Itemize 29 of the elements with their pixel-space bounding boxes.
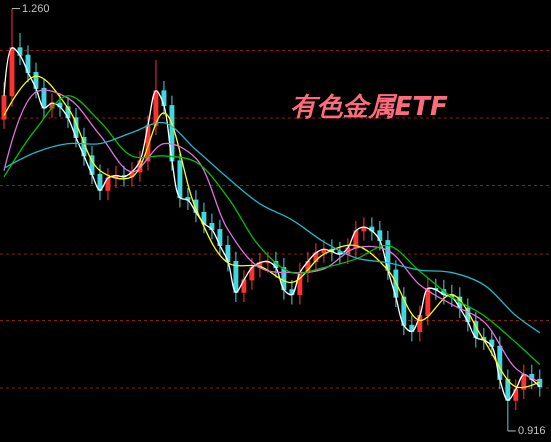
candlestick xyxy=(217,219,222,256)
candlestick xyxy=(26,44,30,83)
candlestick xyxy=(433,278,438,300)
candlestick xyxy=(2,82,6,130)
candlestick xyxy=(409,315,414,342)
candlestick xyxy=(58,92,62,118)
text: 有色金属ETF xyxy=(290,92,448,122)
candlestick xyxy=(377,220,382,251)
candlestick xyxy=(265,251,270,274)
annotation: 1.260 xyxy=(22,3,50,15)
candlestick xyxy=(225,235,230,272)
candlestick xyxy=(233,251,238,303)
candlestick xyxy=(98,164,102,201)
candlestick xyxy=(489,330,494,357)
candlestick xyxy=(249,257,254,290)
candlestick xyxy=(369,216,374,242)
candlestick xyxy=(10,8,14,108)
candlestick xyxy=(18,32,22,66)
candlestick xyxy=(209,213,214,240)
candlestick xyxy=(513,378,518,411)
annotation: 0.916 xyxy=(518,425,546,437)
candlestick xyxy=(505,369,510,432)
candlestick xyxy=(425,278,430,326)
candlestick xyxy=(161,80,166,116)
candlestick xyxy=(361,216,366,242)
candlestick xyxy=(185,187,190,210)
candlestick xyxy=(241,270,246,303)
candlestick xyxy=(106,168,110,201)
candlestick xyxy=(201,202,206,234)
